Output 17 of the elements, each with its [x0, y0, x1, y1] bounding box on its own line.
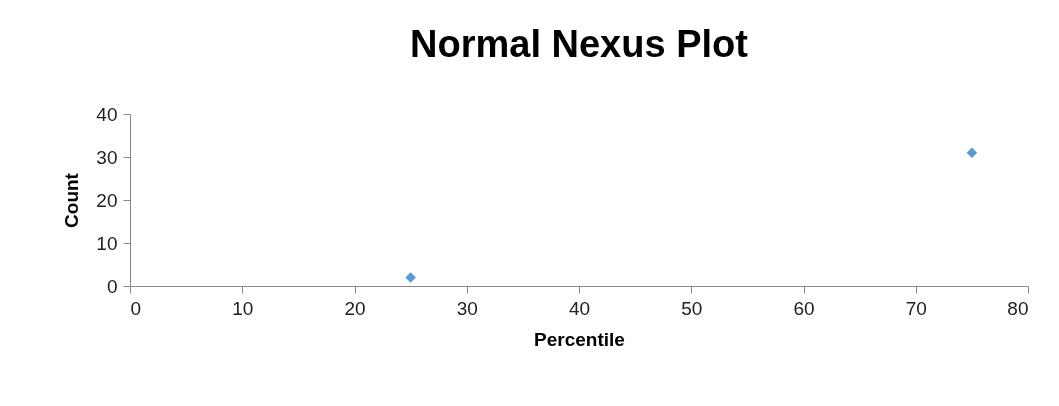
y-axis-title: Count — [61, 172, 83, 228]
y-tick-label: 10 — [96, 232, 118, 254]
x-tick-label: 10 — [232, 297, 254, 319]
x-tick-label: 80 — [1007, 297, 1029, 319]
x-tick-label: 0 — [130, 297, 142, 319]
y-tick-label: 30 — [96, 146, 118, 168]
y-tick-label: 40 — [96, 103, 118, 125]
x-tick-label: 30 — [456, 297, 478, 319]
y-tick-label: 0 — [106, 275, 118, 297]
x-tick-label: 60 — [793, 297, 815, 319]
y-tick-label: 20 — [96, 189, 118, 211]
x-tick-label: 70 — [905, 297, 927, 319]
x-axis-title: Percentile — [534, 328, 625, 350]
x-tick-label: 50 — [681, 297, 703, 319]
x-tick-label: 40 — [568, 297, 591, 319]
chart-title: Normal Nexus Plot — [410, 23, 749, 65]
x-tick-label: 20 — [344, 297, 366, 319]
